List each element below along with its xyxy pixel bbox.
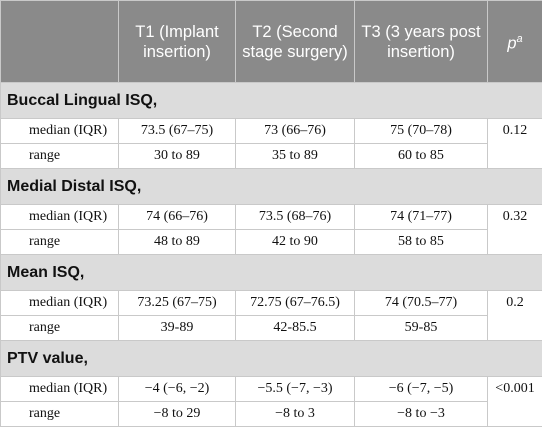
header-row: T1 (Implant insertion) T2 (Second stage …: [1, 1, 542, 83]
cell-t3: 59-85: [355, 316, 488, 341]
cell-t1: 74 (66–76): [119, 205, 236, 230]
table-row: median (IQR) 74 (66–76) 73.5 (68–76) 74 …: [1, 205, 542, 230]
table-row: median (IQR) 73.25 (67–75) 72.75 (67–76.…: [1, 291, 542, 316]
section-header-row: Medial Distal ISQ,: [1, 169, 542, 205]
cell-t3: −8 to −3: [355, 402, 488, 427]
header-p-label: p: [507, 35, 516, 53]
section-header-row: Buccal Lingual ISQ,: [1, 83, 542, 119]
cell-t1: 73.5 (67–75): [119, 119, 236, 144]
section-title: Mean ISQ,: [1, 255, 542, 291]
cell-t2: 42-85.5: [236, 316, 355, 341]
row-label: median (IQR): [1, 205, 119, 230]
cell-t1: 73.25 (67–75): [119, 291, 236, 316]
cell-t1: 48 to 89: [119, 230, 236, 255]
cell-t1: −8 to 29: [119, 402, 236, 427]
row-label: range: [1, 402, 119, 427]
row-label: median (IQR): [1, 291, 119, 316]
section-title: Medial Distal ISQ,: [1, 169, 542, 205]
header-blank-cell: [1, 1, 119, 83]
cell-t1: 39-89: [119, 316, 236, 341]
row-label: range: [1, 230, 119, 255]
cell-t2: 73.5 (68–76): [236, 205, 355, 230]
cell-t2: 73 (66–76): [236, 119, 355, 144]
cell-t1: −4 (−6, −2): [119, 377, 236, 402]
row-label: range: [1, 316, 119, 341]
cell-p-value: 0.12: [488, 119, 542, 169]
cell-t2: −8 to 3: [236, 402, 355, 427]
cell-t2: −5.5 (−7, −3): [236, 377, 355, 402]
table-row: median (IQR) −4 (−6, −2) −5.5 (−7, −3) −…: [1, 377, 542, 402]
header-p-value: pa: [488, 1, 542, 83]
table-row: range −8 to 29 −8 to 3 −8 to −3: [1, 402, 542, 427]
cell-t1: 30 to 89: [119, 144, 236, 169]
section-header-row: PTV value,: [1, 341, 542, 377]
section-title: PTV value,: [1, 341, 542, 377]
cell-t3: 74 (70.5–77): [355, 291, 488, 316]
row-label: median (IQR): [1, 377, 119, 402]
header-t2: T2 (Second stage surgery): [236, 1, 355, 83]
row-label: median (IQR): [1, 119, 119, 144]
cell-t3: 58 to 85: [355, 230, 488, 255]
header-p-superscript: a: [517, 33, 523, 45]
table-row: median (IQR) 73.5 (67–75) 73 (66–76) 75 …: [1, 119, 542, 144]
cell-t3: 74 (71–77): [355, 205, 488, 230]
row-label: range: [1, 144, 119, 169]
cell-p-value: 0.2: [488, 291, 542, 341]
cell-t2: 35 to 89: [236, 144, 355, 169]
section-header-row: Mean ISQ,: [1, 255, 542, 291]
cell-p-value: 0.32: [488, 205, 542, 255]
table-row: range 48 to 89 42 to 90 58 to 85: [1, 230, 542, 255]
cell-t2: 72.75 (67–76.5): [236, 291, 355, 316]
header-t1: T1 (Implant insertion): [119, 1, 236, 83]
section-title: Buccal Lingual ISQ,: [1, 83, 542, 119]
header-t3: T3 (3 years post insertion): [355, 1, 488, 83]
cell-t3: 75 (70–78): [355, 119, 488, 144]
cell-t2: 42 to 90: [236, 230, 355, 255]
table-row: range 39-89 42-85.5 59-85: [1, 316, 542, 341]
cell-p-value: <0.001: [488, 377, 542, 427]
table-row: range 30 to 89 35 to 89 60 to 85: [1, 144, 542, 169]
cell-t3: 60 to 85: [355, 144, 488, 169]
cell-t3: −6 (−7, −5): [355, 377, 488, 402]
